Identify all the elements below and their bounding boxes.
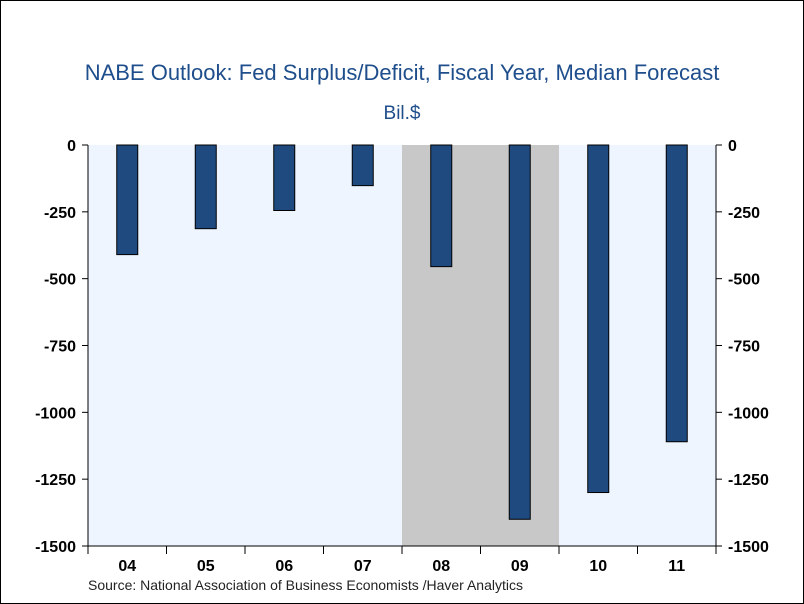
y-tick-label-left: -750 bbox=[44, 339, 76, 356]
y-tick-label-right: -1250 bbox=[728, 472, 769, 489]
chart-units: Bil.$ bbox=[383, 103, 421, 124]
x-tick-label-07: 07 bbox=[354, 558, 372, 575]
y-tick-label-left: -1000 bbox=[35, 405, 76, 422]
y-tick-label-left: -250 bbox=[44, 205, 76, 222]
y-tick-label-left: -500 bbox=[44, 272, 76, 289]
y-tick-label-left: -1500 bbox=[35, 539, 76, 556]
chart-title: NABE Outlook: Fed Surplus/Deficit, Fisca… bbox=[84, 60, 720, 85]
y-tick-label-right: -250 bbox=[728, 205, 760, 222]
bar-08 bbox=[430, 144, 453, 268]
bar-04 bbox=[116, 144, 139, 256]
bar-07 bbox=[351, 144, 374, 187]
x-tick-label-06: 06 bbox=[275, 558, 293, 575]
source-note: Source: National Association of Business… bbox=[88, 577, 523, 593]
bar-05 bbox=[194, 144, 217, 230]
y-tick-label-right: -1000 bbox=[728, 405, 769, 422]
x-tick-label-09: 09 bbox=[511, 558, 529, 575]
y-tick-label-left: 0 bbox=[67, 138, 76, 155]
recession-shading bbox=[402, 145, 559, 546]
x-tick-label-04: 04 bbox=[118, 558, 136, 575]
x-tick-label-11: 11 bbox=[668, 558, 685, 575]
y-tick-label-left: -1250 bbox=[35, 472, 76, 489]
bar-11 bbox=[665, 144, 688, 443]
bar-09 bbox=[508, 144, 531, 520]
y-tick-label-right: 0 bbox=[728, 138, 737, 155]
y-tick-label-right: -750 bbox=[728, 339, 760, 356]
bar-10 bbox=[587, 144, 610, 494]
x-tick-label-05: 05 bbox=[197, 558, 215, 575]
y-tick-label-right: -1500 bbox=[728, 539, 769, 556]
y-tick-label-right: -500 bbox=[728, 272, 760, 289]
x-tick-label-10: 10 bbox=[589, 558, 607, 575]
x-tick-label-08: 08 bbox=[432, 558, 450, 575]
bar-06 bbox=[273, 144, 296, 211]
